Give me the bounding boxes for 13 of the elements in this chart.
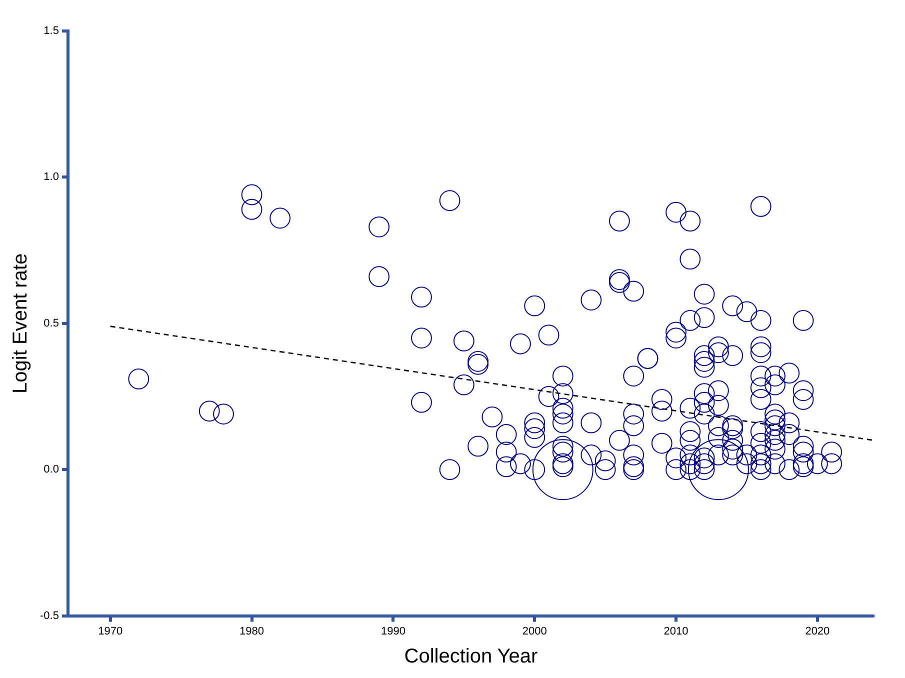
x-tick-label: 1980 bbox=[240, 625, 264, 638]
x-tick-label: 1990 bbox=[380, 625, 406, 638]
y-tick-label: 1.0 bbox=[44, 171, 59, 184]
y-tick-label: -0.5 bbox=[40, 610, 59, 622]
x-tick-label: 2010 bbox=[664, 625, 688, 638]
x-tick-label: 2020 bbox=[805, 625, 830, 638]
y-tick-label: 0.0 bbox=[44, 464, 59, 476]
y-tick-label: 0.5 bbox=[44, 317, 59, 330]
x-tick-label: 1970 bbox=[98, 625, 123, 638]
y-tick-label: 1.5 bbox=[44, 25, 59, 38]
x-axis-title: Collection Year bbox=[404, 646, 538, 668]
x-tick-label: 2000 bbox=[522, 625, 547, 638]
y-axis-title: Logit Event rate bbox=[10, 253, 32, 394]
